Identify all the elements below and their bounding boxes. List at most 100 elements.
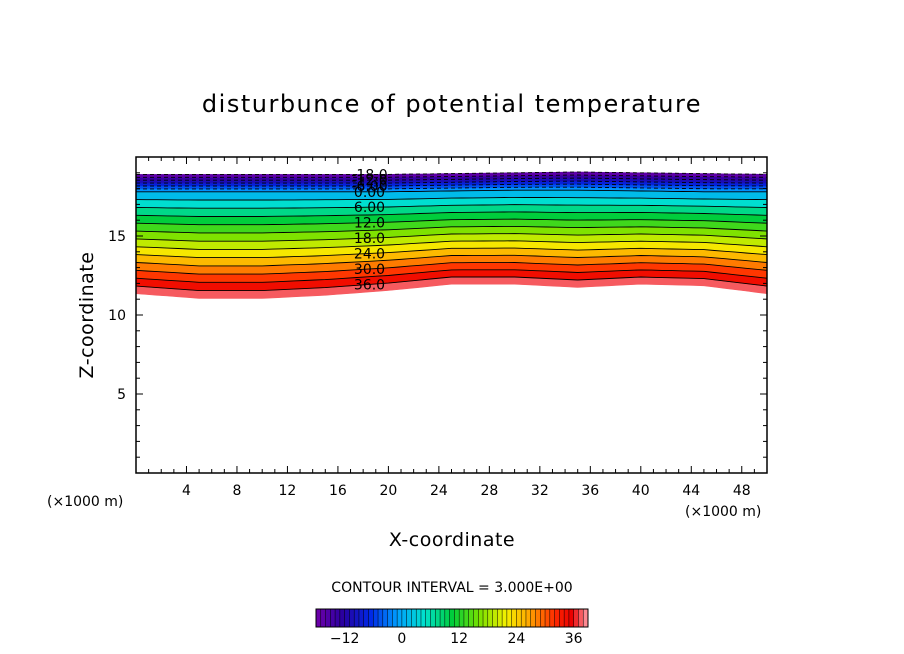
colorbar-swatch <box>559 609 565 627</box>
colorbar-swatch <box>363 609 369 627</box>
contour-label: 24.0 <box>354 247 385 263</box>
colorbar-frame <box>315 608 589 628</box>
contour-label: 18.0 <box>354 231 385 247</box>
colorbar-swatch <box>497 609 503 627</box>
contour-line <box>135 218 768 226</box>
chart-title: disturbunce of potential temperature <box>202 90 702 118</box>
contour-labels: -18.0-12.0-6.000.006.0012.018.024.030.03… <box>351 167 387 293</box>
colorbar-swatch <box>401 609 408 627</box>
contour-line <box>135 211 768 217</box>
x-tick-label: 12 <box>279 483 297 499</box>
x-tick-label: 44 <box>682 483 700 499</box>
contour-label: 0.00 <box>354 185 385 201</box>
colorbar-swatch <box>344 609 350 627</box>
colorbar-swatch <box>406 609 412 627</box>
colorbar-swatch <box>430 609 436 627</box>
colorbar-swatch <box>373 609 379 627</box>
colorbar-swatch <box>349 609 355 627</box>
colorbar-swatch <box>492 609 498 627</box>
colorbar-swatch <box>320 609 326 627</box>
colorbar-swatch <box>568 609 575 627</box>
colorbar-swatch <box>316 609 322 627</box>
colorbar-swatch <box>382 609 388 627</box>
colorbar-swatch <box>483 609 489 627</box>
y-unit-label: (×1000 m) <box>47 494 123 510</box>
colorbar-swatch <box>339 609 346 627</box>
colorbar-swatch <box>487 609 493 627</box>
colorbar-swatch <box>521 609 527 627</box>
colorbar-swatch <box>478 609 484 627</box>
x-tick-label: 20 <box>379 483 397 499</box>
colorbar-swatch <box>449 609 455 627</box>
colorbar-swatch <box>387 609 393 627</box>
colorbar-swatch <box>392 609 398 627</box>
colorbar-swatch <box>420 609 427 627</box>
y-tick-label: 10 <box>108 308 126 324</box>
colorbar-swatch <box>468 609 474 627</box>
y-tick-label: 15 <box>108 229 126 245</box>
contour-line <box>136 174 768 178</box>
y-axis-label: Z-coordinate <box>76 252 98 379</box>
contour-line <box>136 177 768 181</box>
colorbar-swatch <box>530 609 536 627</box>
contour-label: -12.0 <box>351 173 387 189</box>
colorbar-tick-label: −12 <box>330 631 360 647</box>
contour-line <box>135 240 768 250</box>
x-unit-label: (×1000 m) <box>685 504 761 520</box>
colorbar-swatch <box>578 609 584 627</box>
contour-label: -18.0 <box>351 167 387 183</box>
contour-line <box>135 196 768 201</box>
contour-line <box>136 183 768 187</box>
contour-line <box>135 225 768 234</box>
colorbar <box>315 608 589 628</box>
x-tick-label: 32 <box>531 483 549 499</box>
x-axis-ticks: 4 8 12 16 20 24 28 32 36 40 44 48 <box>148 157 755 499</box>
contour-line <box>135 276 768 292</box>
colorbar-swatch <box>440 609 446 627</box>
x-tick-label: 8 <box>232 483 241 499</box>
colorbar-swatch <box>397 609 403 627</box>
contour-fill <box>135 171 768 299</box>
colorbar-swatch <box>459 609 465 627</box>
x-tick-label: 48 <box>733 483 751 499</box>
contour-line <box>135 204 768 209</box>
contour-line <box>136 171 768 175</box>
contour-line <box>135 269 768 283</box>
contour-line <box>136 180 768 184</box>
colorbar-swatch <box>368 609 374 627</box>
colorbar-swatch <box>358 609 365 627</box>
colorbar-swatch <box>435 609 441 627</box>
colorbar-swatch <box>325 609 331 627</box>
colorbar-swatch <box>330 609 336 627</box>
colorbar-ticks: −12 0 12 24 36 <box>330 631 583 647</box>
colorbar-swatch <box>463 609 470 627</box>
colorbar-swatch <box>564 609 570 627</box>
x-tick-label: 4 <box>182 483 191 499</box>
x-tick-label: 36 <box>581 483 599 499</box>
contour-line <box>136 189 767 193</box>
colorbar-tick-label: 12 <box>450 631 468 647</box>
colorbar-swatch <box>525 609 532 627</box>
colorbar-swatch <box>354 609 360 627</box>
colorbar-swatch <box>506 609 513 627</box>
x-tick-label: 40 <box>632 483 650 499</box>
contour-lines <box>135 171 768 292</box>
colorbar-swatch <box>378 609 384 627</box>
colorbar-swatch <box>502 609 508 627</box>
colorbar-swatch <box>573 609 579 627</box>
contour-label: 6.00 <box>354 200 385 216</box>
contour-line <box>136 186 768 190</box>
colorbar-swatch <box>411 609 417 627</box>
contour-line <box>135 254 768 267</box>
y-axis-ticks: 5 10 15 <box>108 172 767 458</box>
x-axis-label: X-coordinate <box>389 529 515 551</box>
colorbar-swatch <box>473 609 479 627</box>
contour-label: 12.0 <box>354 216 385 232</box>
colorbar-swatch <box>583 609 589 627</box>
contour-interval-label: CONTOUR INTERVAL = 3.000E+00 <box>331 580 572 596</box>
colorbar-swatch <box>454 609 460 627</box>
x-tick-label: 28 <box>480 483 498 499</box>
contour-line <box>135 262 768 275</box>
colorbar-swatch <box>554 609 560 627</box>
